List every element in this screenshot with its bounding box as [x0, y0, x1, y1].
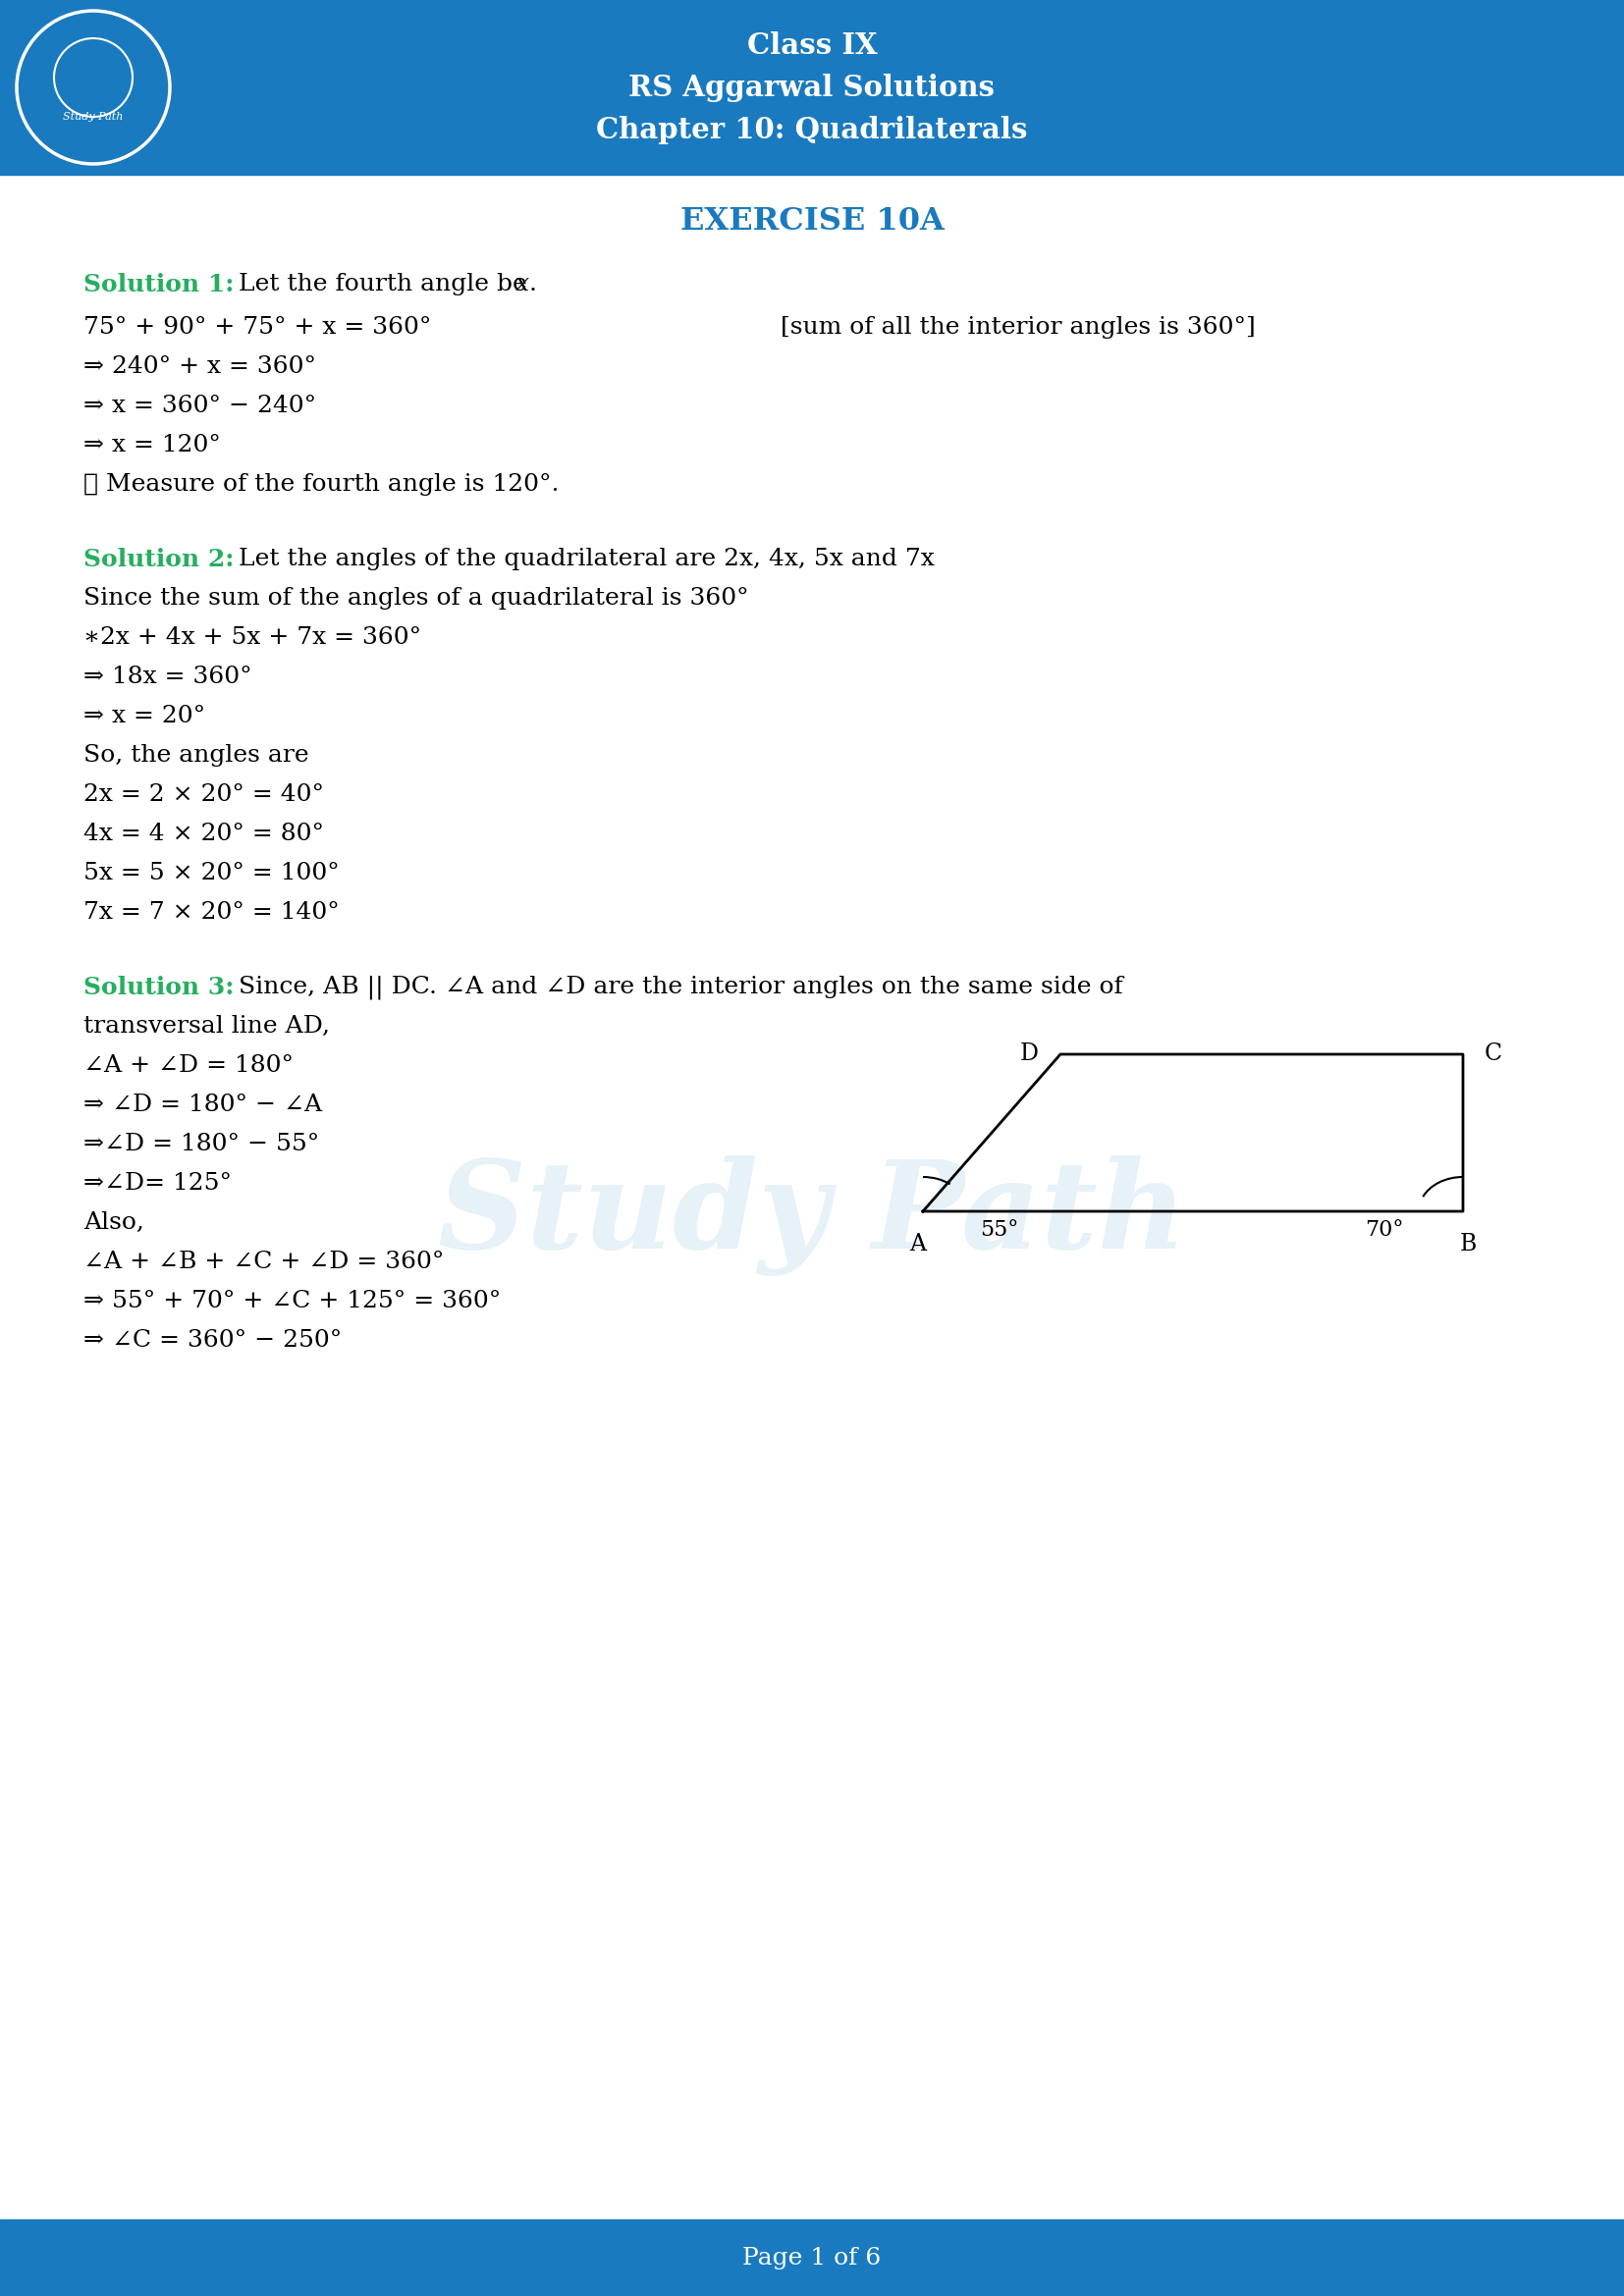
Text: ⇒ 55° + 70° + ∠C + 125° = 360°: ⇒ 55° + 70° + ∠C + 125° = 360° [83, 1290, 500, 1313]
Text: A: A [909, 1233, 926, 1256]
Text: Class IX: Class IX [747, 32, 877, 60]
Text: .: . [529, 273, 538, 296]
Text: ⇒ x = 20°: ⇒ x = 20° [83, 705, 205, 728]
Bar [0, 2220, 1624, 2296]
Text: ∠A + ∠B + ∠C + ∠D = 360°: ∠A + ∠B + ∠C + ∠D = 360° [83, 1251, 445, 1274]
Text: Also,: Also, [83, 1212, 145, 1233]
Text: Since the sum of the angles of a quadrilateral is 360°: Since the sum of the angles of a quadril… [83, 588, 749, 608]
Text: ⇒∠D = 180° − 55°: ⇒∠D = 180° − 55° [83, 1132, 320, 1155]
Bar [0, 0, 1624, 174]
Text: B: B [1460, 1233, 1476, 1256]
Text: ∠A + ∠D = 180°: ∠A + ∠D = 180° [83, 1054, 294, 1077]
Text: ⇒ ∠C = 360° − 250°: ⇒ ∠C = 360° − 250° [83, 1329, 343, 1352]
Text: x: x [515, 273, 529, 296]
Text: RS Aggarwal Solutions: RS Aggarwal Solutions [628, 73, 996, 101]
Text: EXERCISE 10A: EXERCISE 10A [680, 207, 944, 236]
Text: 55°: 55° [979, 1219, 1018, 1240]
Text: ⇒ ∠D = 180° − ∠A: ⇒ ∠D = 180° − ∠A [83, 1093, 322, 1116]
Text: [sum of all the interior angles is 360°]: [sum of all the interior angles is 360°] [781, 317, 1255, 338]
Text: Study Path: Study Path [437, 1155, 1187, 1277]
Text: ∴ Measure of the fourth angle is 120°.: ∴ Measure of the fourth angle is 120°. [83, 473, 559, 496]
Text: ⇒ x = 120°: ⇒ x = 120° [83, 434, 221, 457]
Text: C: C [1484, 1042, 1502, 1065]
Text: 70°: 70° [1364, 1219, 1403, 1240]
Text: 5x = 5 × 20° = 100°: 5x = 5 × 20° = 100° [83, 861, 339, 884]
Text: Solution 1:: Solution 1: [83, 273, 234, 296]
Text: Solution 2:: Solution 2: [83, 549, 234, 572]
Text: Study Path: Study Path [63, 113, 123, 122]
Text: 75° + 90° + 75° + x = 360°: 75° + 90° + 75° + x = 360° [83, 317, 432, 338]
Text: Chapter 10: Quadrilaterals: Chapter 10: Quadrilaterals [596, 115, 1028, 145]
Text: Solution 3:: Solution 3: [83, 976, 234, 999]
Text: Let the fourth angle be: Let the fourth angle be [239, 273, 534, 296]
Text: 2x = 2 × 20° = 40°: 2x = 2 × 20° = 40° [83, 783, 325, 806]
Text: So, the angles are: So, the angles are [83, 744, 309, 767]
Text: 4x = 4 × 20° = 80°: 4x = 4 × 20° = 80° [83, 822, 325, 845]
Text: transversal line AD,: transversal line AD, [83, 1015, 330, 1038]
Text: ⇒ 18x = 360°: ⇒ 18x = 360° [83, 666, 252, 689]
Text: 7x = 7 × 20° = 140°: 7x = 7 × 20° = 140° [83, 900, 339, 923]
Text: Let the angles of the quadrilateral are 2x, 4x, 5x and 7x: Let the angles of the quadrilateral are … [239, 549, 934, 569]
Text: ⇒ 240° + x = 360°: ⇒ 240° + x = 360° [83, 356, 317, 379]
Text: Page 1 of 6: Page 1 of 6 [742, 2245, 882, 2268]
Text: ∗2x + 4x + 5x + 7x = 360°: ∗2x + 4x + 5x + 7x = 360° [83, 627, 421, 650]
Text: ⇒∠D= 125°: ⇒∠D= 125° [83, 1171, 232, 1194]
Text: Since, AB || DC. ∠A and ∠D are the interior angles on the same side of: Since, AB || DC. ∠A and ∠D are the inter… [239, 976, 1124, 999]
Text: D: D [1020, 1042, 1039, 1065]
Text: ⇒ x = 360° − 240°: ⇒ x = 360° − 240° [83, 395, 317, 418]
